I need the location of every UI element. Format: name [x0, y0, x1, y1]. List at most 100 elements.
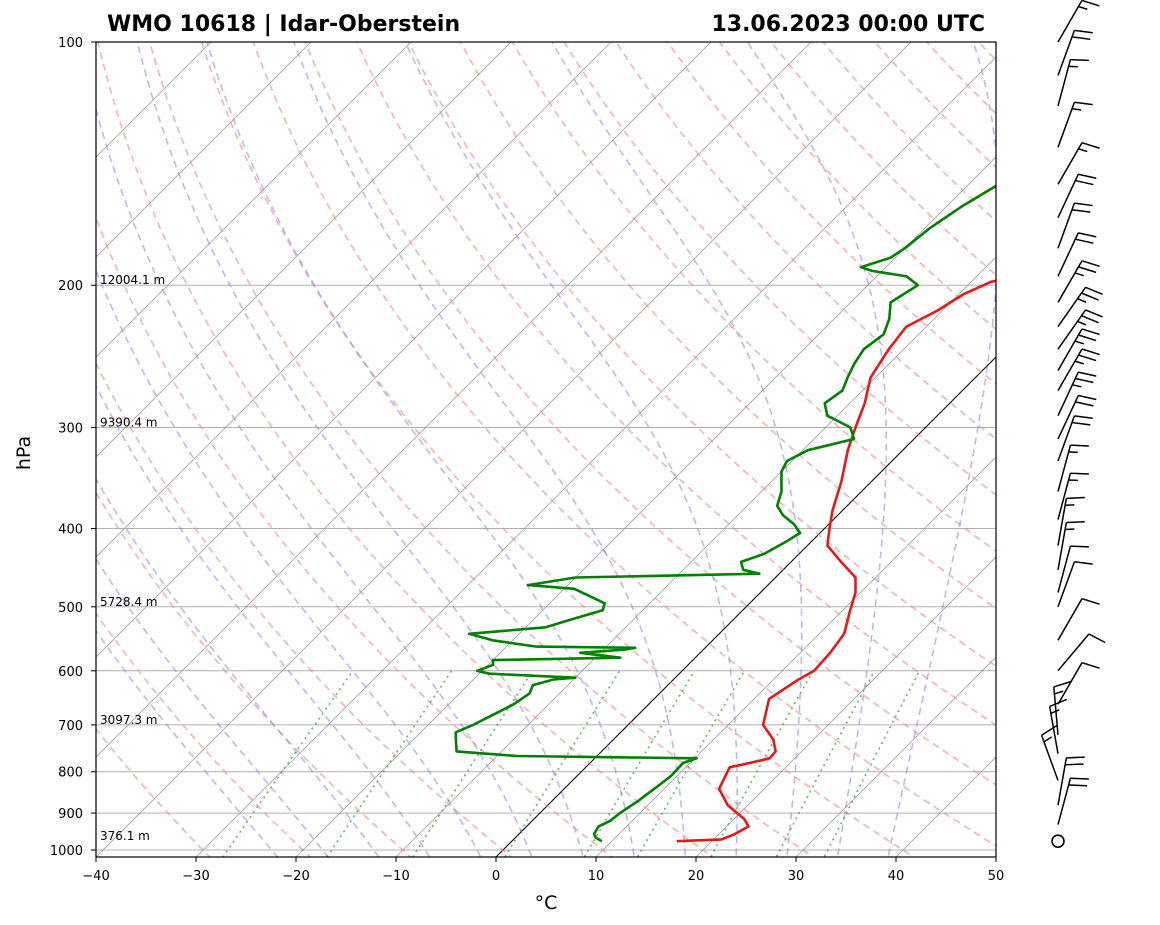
- mixing-ratio-line: [709, 670, 814, 857]
- wind-barb: [1057, 0, 1100, 43]
- wind-barb-flag: [1065, 763, 1084, 766]
- y-tick-label: 200: [58, 279, 83, 294]
- x-tick-label: −10: [382, 869, 409, 884]
- wind-barb-staff: [1057, 59, 1072, 107]
- isotherm--60: [96, 42, 712, 658]
- wind-barb-staff: [1057, 142, 1083, 185]
- y-tick-label: 100: [58, 36, 83, 51]
- wind-barb: [1057, 756, 1085, 806]
- y-tick-label: 300: [58, 422, 83, 437]
- wind-barb-staff: [1057, 757, 1068, 806]
- wind-barb: [1057, 520, 1085, 570]
- wind-barb-flag: [1071, 36, 1091, 41]
- wind-barb-flag: [1085, 286, 1103, 296]
- isotherm--90: [96, 42, 412, 358]
- dry-adiabat: [925, 42, 996, 115]
- wind-barb-staff: [1057, 328, 1083, 371]
- wind-barb-flag: [1066, 756, 1085, 759]
- wind-barb-half-flag: [1078, 5, 1088, 10]
- wind-barb-flag: [1081, 260, 1100, 268]
- dry-adiabat: [1115, 24, 1160, 867]
- wind-barb-staff: [1057, 444, 1072, 492]
- dry-adiabat: [96, 361, 513, 857]
- wind-barb-flag: [1081, 597, 1100, 605]
- y-tick-label: 800: [58, 766, 83, 781]
- mixing-ratio-line: [221, 670, 354, 857]
- chart-title-time: 13.06.2023 00:00 UTC: [711, 12, 985, 37]
- dry-adiabat: [459, 42, 996, 610]
- dewpoint-profile: [454, 184, 996, 843]
- wind-barb-flag: [1074, 29, 1093, 34]
- wind-barb-flag: [1070, 777, 1089, 780]
- wind-barb-flag: [1078, 394, 1097, 401]
- wind-barb: [1051, 834, 1065, 848]
- wind-barb: [1057, 597, 1100, 641]
- wind-barb-calm: [1051, 834, 1065, 848]
- wind-barb: [1057, 58, 1089, 107]
- height-label: 5728.4 m: [100, 595, 158, 609]
- wind-barb: [1057, 496, 1085, 546]
- wind-barb: [1057, 415, 1093, 462]
- isotherm--40: [96, 42, 912, 857]
- chart-title-station: WMO 10618 | Idar-Oberstein: [107, 12, 460, 37]
- wind-barb: [1057, 371, 1097, 416]
- isotherm-20: [695, 556, 996, 857]
- moist-adiabat: [96, 268, 482, 857]
- wind-barb: [1057, 202, 1093, 249]
- moist-adiabat: [206, 42, 636, 857]
- mixing-ratio-line: [636, 670, 746, 857]
- wind-barb: [1057, 309, 1103, 350]
- wind-barb-flag: [1070, 444, 1089, 447]
- wind-barb-half-flag: [1071, 108, 1082, 111]
- wind-barb: [1057, 348, 1100, 391]
- wind-barb-flag: [1085, 309, 1103, 318]
- isotherm--70: [96, 42, 612, 558]
- isotherm--20: [295, 156, 996, 857]
- x-tick-label: −30: [182, 869, 209, 884]
- wind-barb-half-flag: [1050, 709, 1060, 715]
- wind-barb-staff: [1057, 232, 1079, 277]
- wind-barb-flag: [1081, 292, 1099, 301]
- dry-adiabat: [873, 42, 996, 169]
- moist-adiabat: [96, 477, 380, 857]
- wind-barb-staff: [1057, 561, 1076, 608]
- wind-barb-half-flag: [1077, 320, 1087, 326]
- wind-barb-staff: [1057, 522, 1068, 570]
- wind-barb-flag: [1070, 58, 1089, 62]
- wind-barb-staff: [1057, 101, 1076, 148]
- wind-barb-flag: [1074, 560, 1093, 565]
- dry-adiabat: [511, 42, 996, 553]
- wind-barb-flag: [1075, 377, 1094, 384]
- x-axis-label: °C: [535, 892, 558, 914]
- wind-barb: [1057, 29, 1093, 76]
- moist-adiabat: [551, 42, 803, 857]
- isotherm--50: [96, 42, 812, 758]
- wind-barb-staff: [1057, 598, 1083, 641]
- plot-frame: [95, 41, 997, 858]
- wind-barb-staff: [1057, 309, 1087, 350]
- mixing-ratio-line: [823, 670, 921, 857]
- wind-barb: [1057, 173, 1097, 219]
- x-tick-label: 20: [688, 869, 705, 884]
- moist-adiabat: [746, 42, 888, 857]
- moist-adiabat: [887, 42, 996, 857]
- wind-barb: [1057, 232, 1097, 277]
- dry-adiabat: [770, 42, 996, 277]
- wind-barb-half-flag: [1074, 340, 1085, 345]
- wind-barb-staff: [1057, 778, 1072, 825]
- wind-barb-staff: [1057, 545, 1072, 593]
- wind-barb-staff: [1057, 633, 1090, 672]
- dry-adiabat: [563, 42, 996, 496]
- wind-barb-staff: [1057, 498, 1068, 546]
- moist-adiabat: [96, 384, 431, 857]
- dry-adiabat: [200, 42, 916, 857]
- wind-barb: [1057, 560, 1093, 608]
- wind-barb-flag: [1078, 354, 1097, 362]
- isotherm--10: [395, 256, 996, 857]
- height-label: 376.1 m: [100, 829, 150, 843]
- wind-barb-flag: [1075, 238, 1094, 244]
- wind-barb-flag: [1075, 401, 1094, 407]
- isotherm-30: [795, 656, 996, 857]
- wind-barb-flag: [1074, 202, 1093, 207]
